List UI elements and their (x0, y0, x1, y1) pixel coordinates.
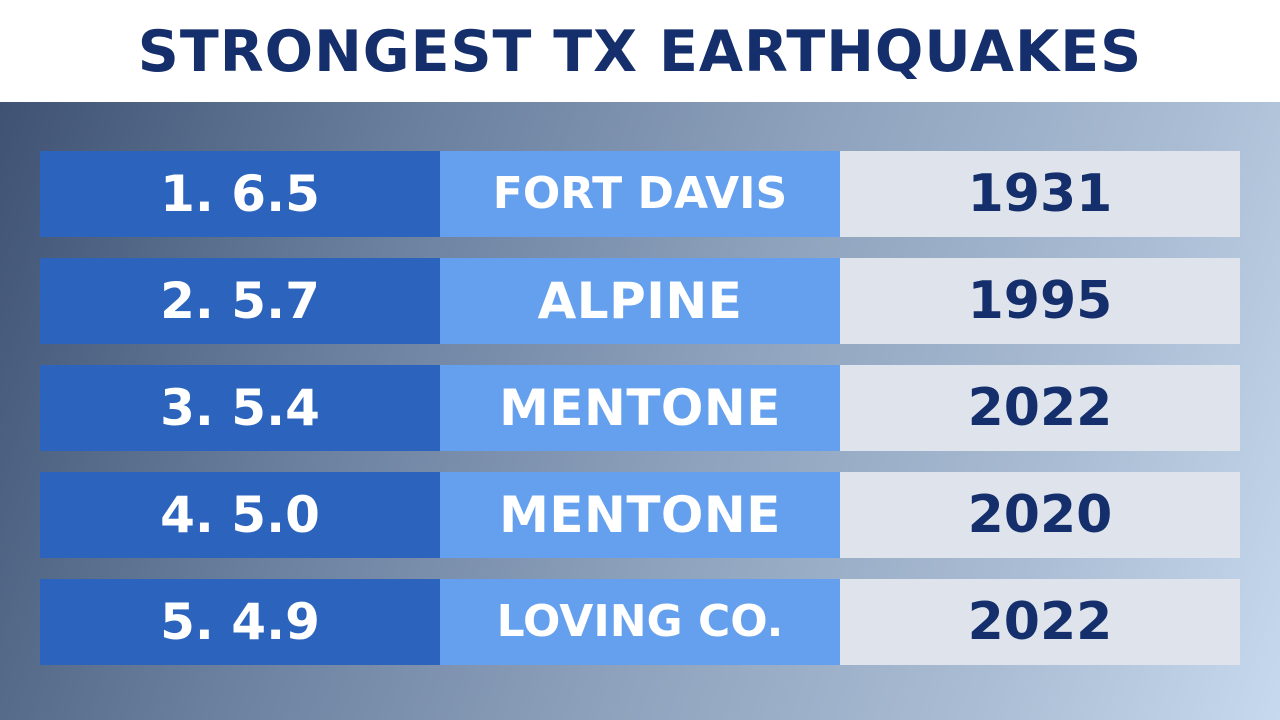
location-cell: MENTONE (440, 365, 840, 451)
location-cell: MENTONE (440, 472, 840, 558)
year-cell: 1931 (840, 151, 1240, 237)
table-background: 1. 6.5 FORT DAVIS 1931 2. 5.7 ALPINE 199… (0, 102, 1280, 720)
year-cell: 2020 (840, 472, 1240, 558)
table-row: 4. 5.0 MENTONE 2020 (40, 472, 1240, 558)
table-row: 5. 4.9 LOVING CO. 2022 (40, 579, 1240, 665)
table-row: 1. 6.5 FORT DAVIS 1931 (40, 151, 1240, 237)
rank-magnitude-cell: 5. 4.9 (40, 579, 440, 665)
rank-magnitude-cell: 2. 5.7 (40, 258, 440, 344)
location-cell: LOVING CO. (440, 579, 840, 665)
title-banner: STRONGEST TX EARTHQUAKES (0, 0, 1280, 102)
page-title: STRONGEST TX EARTHQUAKES (137, 18, 1143, 85)
year-cell: 2022 (840, 579, 1240, 665)
location-cell: ALPINE (440, 258, 840, 344)
rank-magnitude-cell: 4. 5.0 (40, 472, 440, 558)
earthquake-table: 1. 6.5 FORT DAVIS 1931 2. 5.7 ALPINE 199… (40, 151, 1240, 686)
table-row: 3. 5.4 MENTONE 2022 (40, 365, 1240, 451)
location-cell: FORT DAVIS (440, 151, 840, 237)
table-row: 2. 5.7 ALPINE 1995 (40, 258, 1240, 344)
rank-magnitude-cell: 1. 6.5 (40, 151, 440, 237)
year-cell: 2022 (840, 365, 1240, 451)
rank-magnitude-cell: 3. 5.4 (40, 365, 440, 451)
year-cell: 1995 (840, 258, 1240, 344)
